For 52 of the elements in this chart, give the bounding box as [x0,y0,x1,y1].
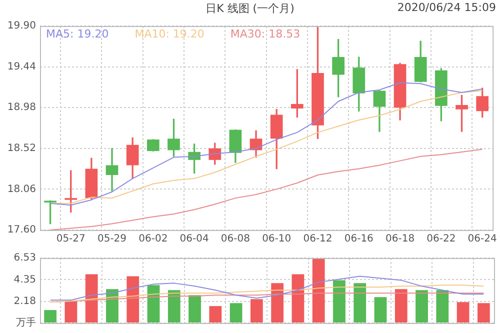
bar [64,301,78,322]
bar [230,303,242,322]
bar [456,302,470,322]
bar [168,290,180,322]
y-tick-label: 18.52 [7,142,36,154]
bar [436,290,449,322]
bar [188,295,201,322]
text: MA30: 18.53 [230,27,300,40]
text: MA10: 19.20 [134,27,204,40]
x-tick-label: 06-22 [426,234,456,245]
bar [477,303,490,322]
bar [250,299,263,322]
bar [312,258,325,322]
candlestick [456,94,468,132]
bar [374,297,387,322]
text: MA5: 19.20 [46,27,109,40]
y-tick-label: 6.53 [14,252,36,264]
bar [44,310,57,322]
x-tick-label: 06-10 [262,234,292,245]
bar [394,289,408,322]
x-tick-label: 06-24 [468,234,497,245]
y-tick-label: 2.18 [14,296,36,307]
chart-title: 日K 线图 (一个月) [206,2,294,15]
x-tick-label: 06-08 [220,234,250,245]
x-tick-label: 05-27 [56,234,86,245]
candlestick [414,40,427,82]
bar [209,306,222,322]
y-tick-label: 17.60 [7,224,36,236]
bar [354,283,366,322]
x-tick-label: 06-12 [303,234,332,245]
x-tick-label: 06-16 [344,234,374,245]
bar [333,280,346,322]
x-tick-label: 06-04 [180,234,209,245]
bar [126,276,140,322]
x-tick-label: 06-02 [138,234,168,245]
text: 2020/06/24 15:09 [397,1,496,14]
y-tick-label: 4.35 [14,274,36,286]
bar [292,274,304,322]
y-tick-label: 万手 [16,316,36,329]
bar [106,289,118,322]
candlestick [332,38,344,98]
bar [271,283,284,322]
y-tick-label: 18.98 [7,102,36,114]
y-tick-label: 19.44 [7,61,36,72]
candlestick [291,69,304,118]
bar [85,274,98,322]
y-tick-label: 19.90 [7,20,36,32]
bar [147,285,160,322]
y-tick-label: 18.06 [7,184,36,195]
x-tick-label: 05-29 [97,234,127,245]
bar [416,290,428,322]
x-tick-label: 06-18 [386,234,415,245]
